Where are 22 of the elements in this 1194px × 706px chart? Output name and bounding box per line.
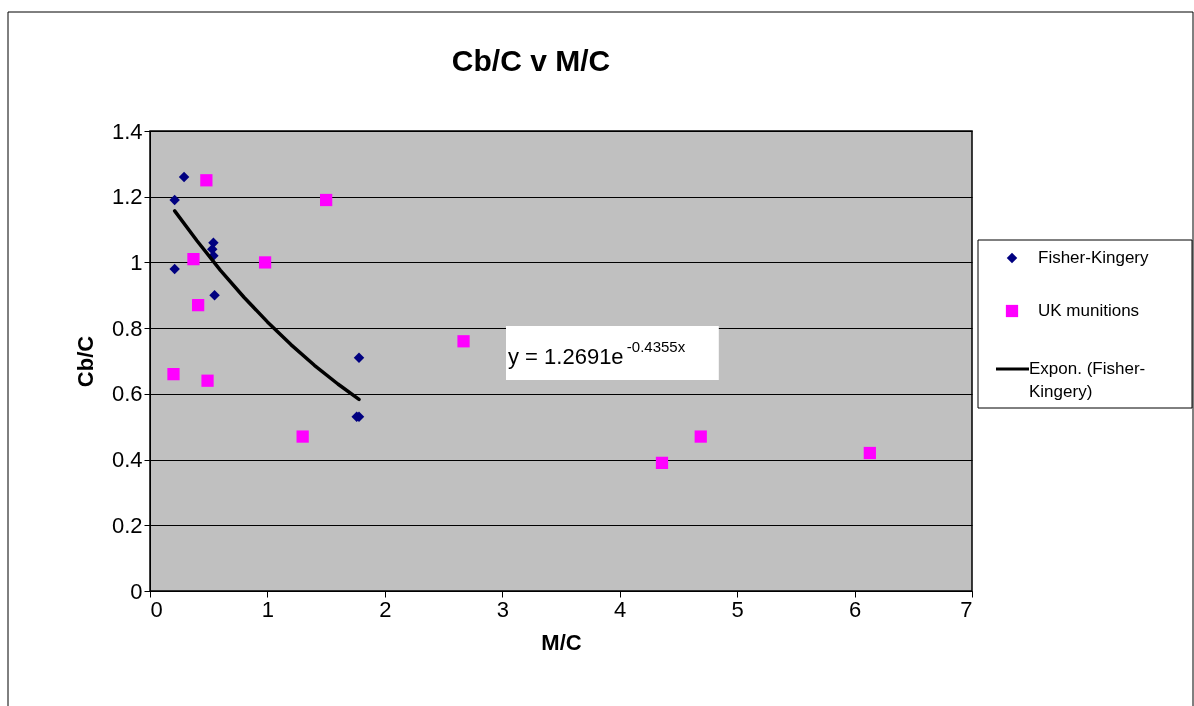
x-tick-label: 4	[614, 596, 627, 622]
y-tick-label: 0	[130, 578, 143, 604]
chart-title: Cb/C v M/C	[451, 44, 611, 77]
x-tick-label: 2	[379, 596, 392, 622]
y-tick-label: 0.2	[111, 512, 143, 538]
legend-label: UK munitions	[1038, 301, 1140, 320]
y-axis-title: Cb/C	[72, 335, 98, 388]
x-tick-label: 6	[848, 596, 862, 622]
y-tick-label: 1	[130, 249, 143, 275]
x-tick-label: 7	[960, 596, 973, 622]
x-tick-label: 5	[731, 596, 744, 622]
x-tick-label: 3	[496, 596, 509, 622]
legend-label: Fisher-Kingery	[1038, 248, 1150, 267]
legend-label: Expon. (Fisher-Kingery)	[1029, 359, 1146, 401]
x-tick-label: 0	[150, 596, 163, 622]
y-tick-label: 0.6	[111, 381, 143, 407]
x-axis-title: M/C	[541, 629, 582, 655]
x-tick-label: 1	[261, 596, 275, 622]
y-tick-label: 1.2	[111, 184, 143, 210]
y-tick-label: 0.8	[111, 315, 143, 341]
y-tick-label: 1.4	[111, 118, 143, 144]
y-tick-label: 0.4	[111, 447, 143, 473]
